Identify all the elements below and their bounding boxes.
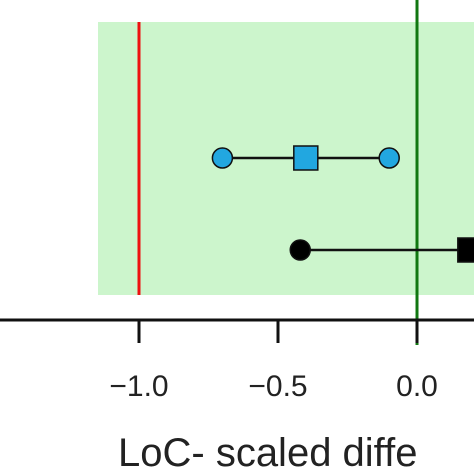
- reference-lines: [137, 0, 419, 345]
- interval-low-point: [211, 147, 234, 169]
- x-axis: −1.0 −0.5 0.0: [0, 318, 474, 403]
- x-tick-label: 0.0: [396, 370, 438, 403]
- interval-series: [211, 145, 474, 263]
- estimate-point: [457, 237, 474, 263]
- x-tick-label: −1.0: [109, 370, 168, 403]
- interval-low-point: [289, 239, 311, 261]
- x-tick-label: −0.5: [248, 370, 307, 403]
- x-axis-label: LoC- scaled diffe: [118, 431, 417, 474]
- series-row-1: [211, 145, 400, 171]
- interval-high-point: [378, 147, 400, 169]
- estimate-point: [293, 145, 319, 171]
- series-row-2: [289, 237, 474, 263]
